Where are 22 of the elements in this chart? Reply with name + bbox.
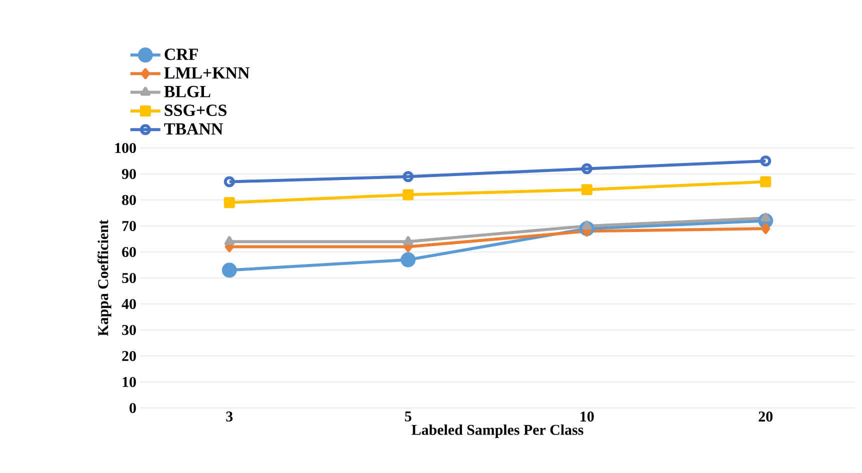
y-tick-label: 40 (122, 298, 136, 310)
x-tick-label: 20 (758, 412, 773, 422)
legend-label: LML+KNN (164, 67, 250, 78)
legend-label: BLGL (164, 86, 210, 98)
x-tick-label: 3 (226, 412, 233, 422)
y-tick-label: 100 (115, 142, 136, 154)
y-tick-label: 90 (122, 168, 136, 180)
legend-label: SSG+CS (164, 104, 226, 116)
y-tick-label: 70 (122, 220, 136, 232)
x-tick-label: 10 (580, 412, 594, 422)
y-tick-label: 80 (122, 194, 136, 206)
legend-label: TBANN (164, 123, 223, 135)
x-tick-label: 5 (404, 412, 412, 422)
legend-label: CRF (164, 48, 198, 60)
y-axis-title: Kappa Coefficient (98, 220, 112, 336)
y-tick-label: 20 (122, 350, 136, 362)
y-tick-label: 60 (122, 246, 136, 258)
x-axis-title: Labeled Samples Per Class (412, 424, 584, 438)
y-tick-label: 50 (122, 272, 136, 284)
y-tick-label: 30 (122, 324, 136, 336)
y-tick-label: 0 (130, 402, 136, 414)
y-tick-label: 10 (122, 376, 136, 388)
